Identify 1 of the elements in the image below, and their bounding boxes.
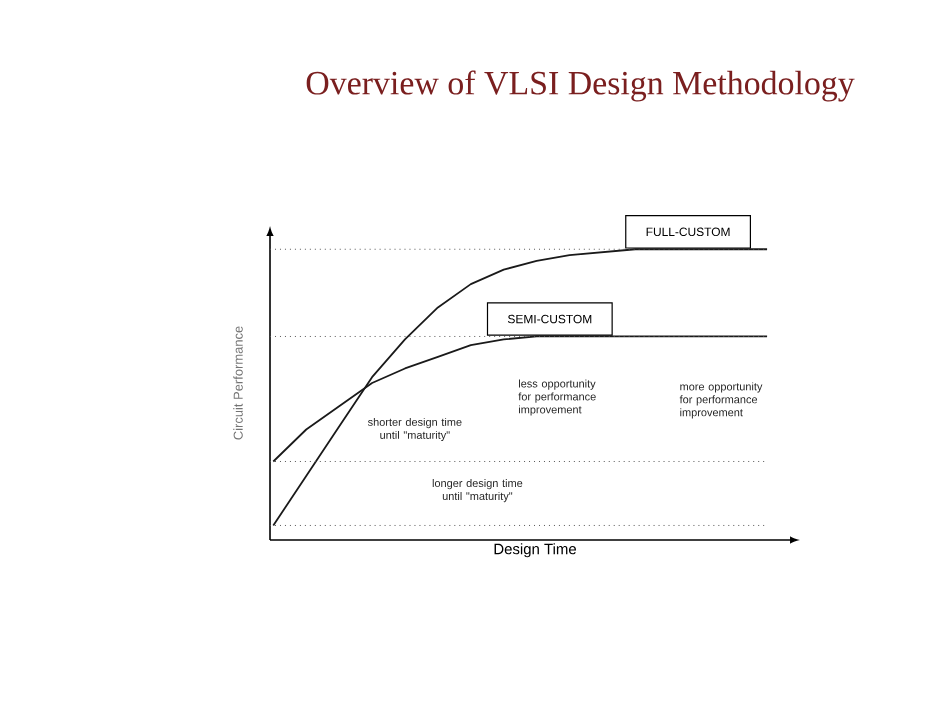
chart-title: Overview of VLSI Design Methodology: [306, 70, 855, 102]
